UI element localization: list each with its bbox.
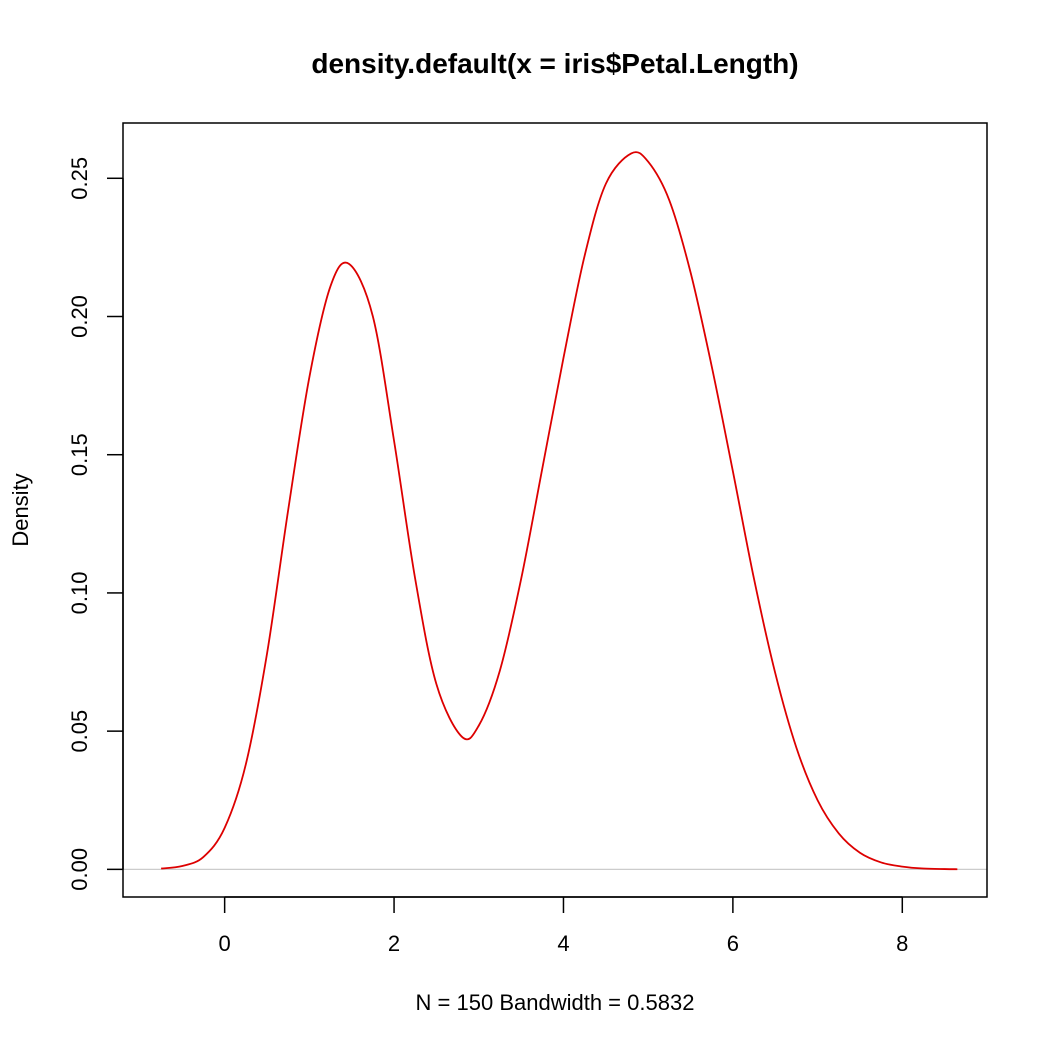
y-tick-label: 0.15	[67, 433, 92, 476]
x-tick-label: 8	[896, 931, 908, 956]
y-tick-label: 0.25	[67, 157, 92, 200]
plot-frame	[122, 122, 988, 898]
y-axis-label: Density	[8, 473, 33, 546]
density-curve	[161, 151, 958, 871]
x-tick-label: 0	[219, 931, 231, 956]
x-tick-label: 6	[727, 931, 739, 956]
y-axis: 0.00 0.05 0.10 0.15 0.20 0.25	[67, 157, 124, 891]
x-axis: 0 2 4 6 8	[219, 896, 908, 956]
x-tick-label: 4	[557, 931, 569, 956]
y-tick-label: 0.05	[67, 710, 92, 753]
y-tick-label: 0.20	[67, 295, 92, 338]
x-tick-label: 2	[388, 931, 400, 956]
x-axis-label: N = 150 Bandwidth = 0.5832	[416, 990, 695, 1015]
y-tick-label: 0.00	[67, 848, 92, 891]
chart-title: density.default(x = iris$Petal.Length)	[311, 48, 798, 79]
y-tick-label: 0.10	[67, 572, 92, 615]
